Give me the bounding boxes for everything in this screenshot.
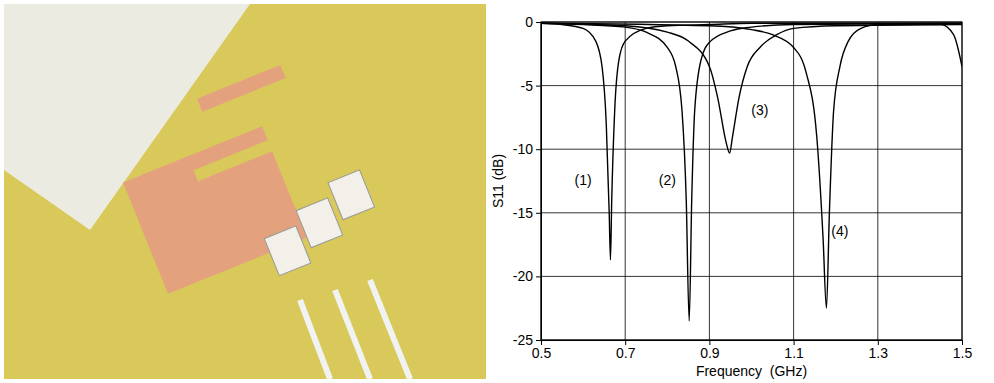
y-tick-label: -15 (513, 205, 533, 221)
canvas: 0.50.70.91.11.31.50-5-10-15-20-25(1)(2)(… (0, 0, 994, 383)
curve-label: (3) (751, 102, 768, 118)
y-tick: 0 (525, 14, 541, 30)
s11-curve (541, 23, 962, 308)
plot-frame (541, 22, 962, 340)
y-tick: -25 (513, 332, 541, 348)
grid-line-x (793, 22, 794, 340)
y-tick-mark (536, 86, 541, 87)
chart: 0.50.70.91.11.31.50-5-10-15-20-25(1)(2)(… (490, 14, 973, 379)
y-tick-label: -5 (521, 78, 534, 94)
x-axis-title: Frequency (GHz) (696, 363, 807, 379)
x-tick-label: 1.5 (953, 345, 973, 361)
switch (264, 226, 311, 276)
y-tick-label: -10 (513, 141, 533, 157)
x-axis-line (542, 341, 963, 346)
antenna-arm (197, 65, 286, 112)
y-tick-label: -25 (513, 332, 533, 348)
y-tick: -15 (513, 205, 541, 221)
grid-line-x (625, 22, 626, 340)
x-tick: 0.9 (700, 340, 720, 361)
x-tick: 1.1 (784, 340, 804, 361)
annotations: (1) (2) (3) (4) (575, 102, 849, 239)
switch (328, 170, 375, 220)
x-tick-label: 1.1 (784, 345, 804, 361)
grid-line-y (541, 276, 962, 277)
y-tick-mark (536, 22, 541, 23)
wire (300, 300, 330, 379)
grid-line-x (709, 22, 710, 340)
curve-label: (2) (659, 172, 676, 188)
x-tick-label: 0.9 (700, 345, 720, 361)
grid-line-y (541, 212, 962, 213)
plot-background (541, 22, 962, 340)
y-tick: -5 (521, 78, 541, 94)
switch (296, 198, 343, 248)
y-tick-label: -20 (513, 268, 533, 284)
x-axis: 0.5 0.7 0.9 1.1 1.3 1.5 (532, 340, 973, 361)
y-tick-mark (536, 213, 541, 214)
antenna-slot (194, 136, 282, 181)
x-tick-label: 1.3 (869, 345, 889, 361)
x-tick: 0.7 (616, 340, 636, 361)
series-group (541, 23, 962, 321)
y-tick-mark (536, 276, 541, 277)
y-tick: -20 (513, 268, 541, 284)
s11-curve (541, 23, 962, 321)
grid (541, 22, 962, 340)
y-axis-title: S11 (dB) (490, 154, 506, 208)
x-tick: 1.5 (953, 340, 973, 361)
y-tick: -10 (513, 141, 541, 157)
x-tick: 0.5 (532, 340, 552, 361)
x-tick: 1.3 (869, 340, 889, 361)
y-tick-mark (536, 149, 541, 150)
photo-background (4, 4, 486, 379)
wire (335, 290, 370, 379)
y-tick-mark (536, 340, 541, 341)
y-axis: 0 -5 -10 -15 -20 -25 (513, 14, 542, 348)
x-tick-label: 0.5 (532, 345, 552, 361)
grid-line-x (877, 22, 878, 340)
curve-label: (4) (831, 223, 848, 239)
y-tick-label: 0 (525, 14, 533, 30)
curve-label: (1) (575, 172, 592, 188)
s11-curve (541, 23, 962, 153)
x-tick-label: 0.7 (616, 345, 636, 361)
wire (370, 280, 410, 379)
grid-line-y (541, 149, 962, 150)
photo (4, 4, 486, 379)
s11-curve (541, 23, 962, 260)
